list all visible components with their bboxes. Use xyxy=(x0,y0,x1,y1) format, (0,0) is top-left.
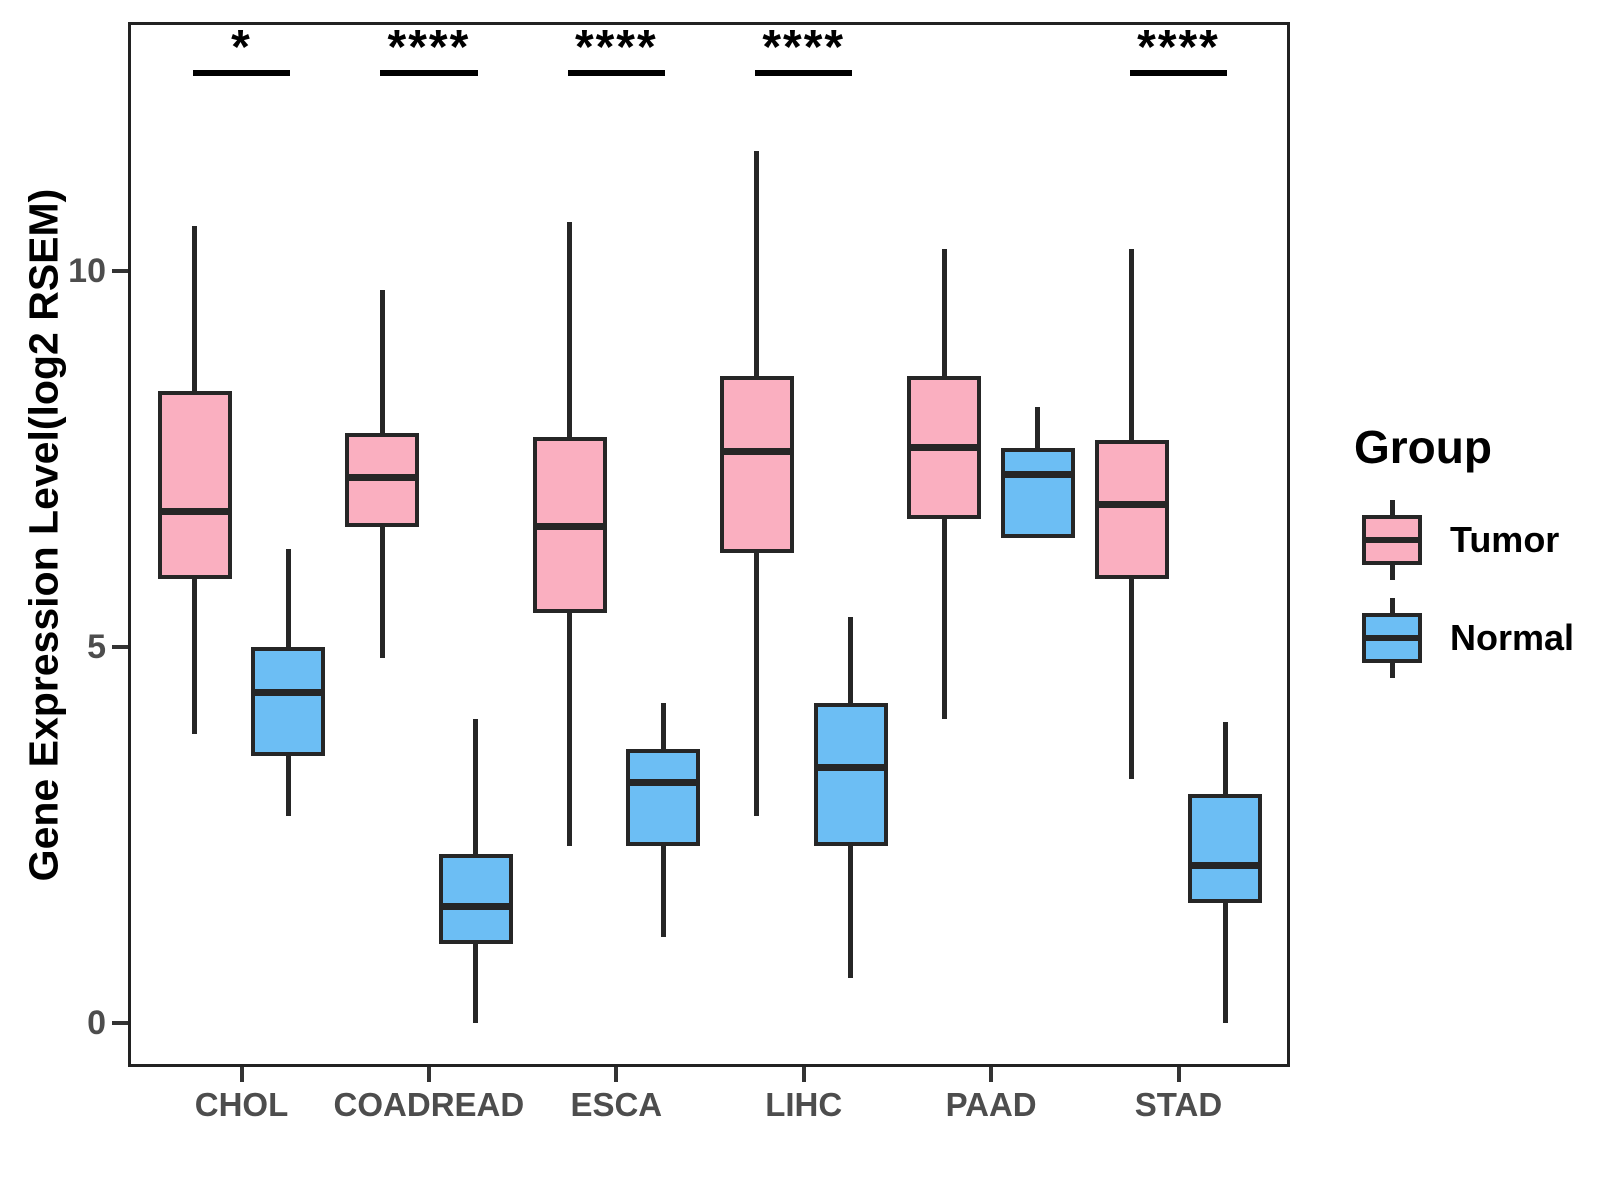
median-normal-STAD xyxy=(1191,861,1260,869)
x-axis-label-PAAD: PAAD xyxy=(945,1086,1037,1123)
legend-label-normal: Normal xyxy=(1450,617,1575,658)
y-axis-tick-label-0: 0 xyxy=(87,1004,106,1042)
significance-label-CHOL: * xyxy=(231,21,252,74)
legend-entry-normal: Normal xyxy=(1338,598,1574,678)
significance-label-LIHC: **** xyxy=(762,21,846,74)
significance-bar-LIHC xyxy=(754,70,853,76)
box-normal-STAD xyxy=(1188,793,1263,903)
significance-label-STAD: **** xyxy=(1137,21,1220,74)
median-tumor-PAAD xyxy=(910,444,979,452)
significance-bar-ESCA xyxy=(567,70,666,76)
median-normal-COADREAD xyxy=(441,902,510,910)
median-tumor-COADREAD xyxy=(348,474,417,482)
x-axis-tick-PAAD xyxy=(989,1067,994,1082)
x-axis-tick-LIHC xyxy=(801,1067,806,1082)
median-normal-LIHC xyxy=(816,763,885,771)
x-axis-tick-CHOL xyxy=(239,1067,244,1082)
y-axis-tick-10 xyxy=(112,269,128,274)
box-tumor-STAD xyxy=(1094,440,1169,580)
box-tumor-LIHC xyxy=(719,376,794,554)
x-axis-tick-ESCA xyxy=(614,1067,619,1082)
x-axis-tick-STAD xyxy=(1176,1067,1181,1082)
legend: Group Tumor Normal xyxy=(1338,420,1574,696)
box-normal-LIHC xyxy=(813,703,888,847)
x-axis-label-CHOL: CHOL xyxy=(194,1086,289,1123)
significance-label-COADREAD: **** xyxy=(387,21,471,74)
significance-label-ESCA: **** xyxy=(574,21,658,74)
median-tumor-CHOL xyxy=(160,508,229,516)
median-normal-ESCA xyxy=(629,778,698,786)
legend-label-tumor: Tumor xyxy=(1450,519,1560,560)
x-axis-label-LIHC: LIHC xyxy=(765,1086,843,1123)
box-normal-ESCA xyxy=(626,748,701,847)
plot-panel: * **** **** **** **** xyxy=(128,22,1290,1067)
box-normal-CHOL xyxy=(251,647,326,757)
x-axis-tick-COADREAD xyxy=(426,1067,431,1082)
box-tumor-CHOL xyxy=(157,391,232,580)
y-axis-tick-label-5: 5 xyxy=(87,628,106,667)
significance-bar-COADREAD xyxy=(380,70,478,76)
y-axis-tick-label-10: 10 xyxy=(68,252,106,291)
x-axis-label-ESCA: ESCA xyxy=(570,1086,663,1123)
y-axis-title: Gene Expression Level(log2 RSEM) xyxy=(20,188,67,882)
significance-bar-STAD xyxy=(1129,70,1228,76)
x-axis-label-STAD: STAD xyxy=(1134,1086,1223,1123)
tumor-boxplot-key-icon xyxy=(1362,500,1422,580)
median-tumor-STAD xyxy=(1097,500,1166,508)
box-normal-COADREAD xyxy=(438,853,513,945)
median-normal-CHOL xyxy=(254,688,323,696)
box-normal-PAAD xyxy=(1000,447,1075,539)
y-axis-tick-5 xyxy=(112,645,128,650)
median-tumor-ESCA xyxy=(535,523,604,531)
y-axis-tick-0 xyxy=(112,1021,128,1025)
significance-bar-CHOL xyxy=(192,70,291,76)
median-normal-PAAD xyxy=(1003,470,1072,478)
normal-boxplot-key-icon xyxy=(1362,598,1422,678)
median-tumor-LIHC xyxy=(722,448,791,456)
x-axis-label-COADREAD: COADREAD xyxy=(333,1086,525,1123)
legend-title: Group xyxy=(1354,421,1492,473)
legend-entry-tumor: Tumor xyxy=(1338,500,1574,580)
